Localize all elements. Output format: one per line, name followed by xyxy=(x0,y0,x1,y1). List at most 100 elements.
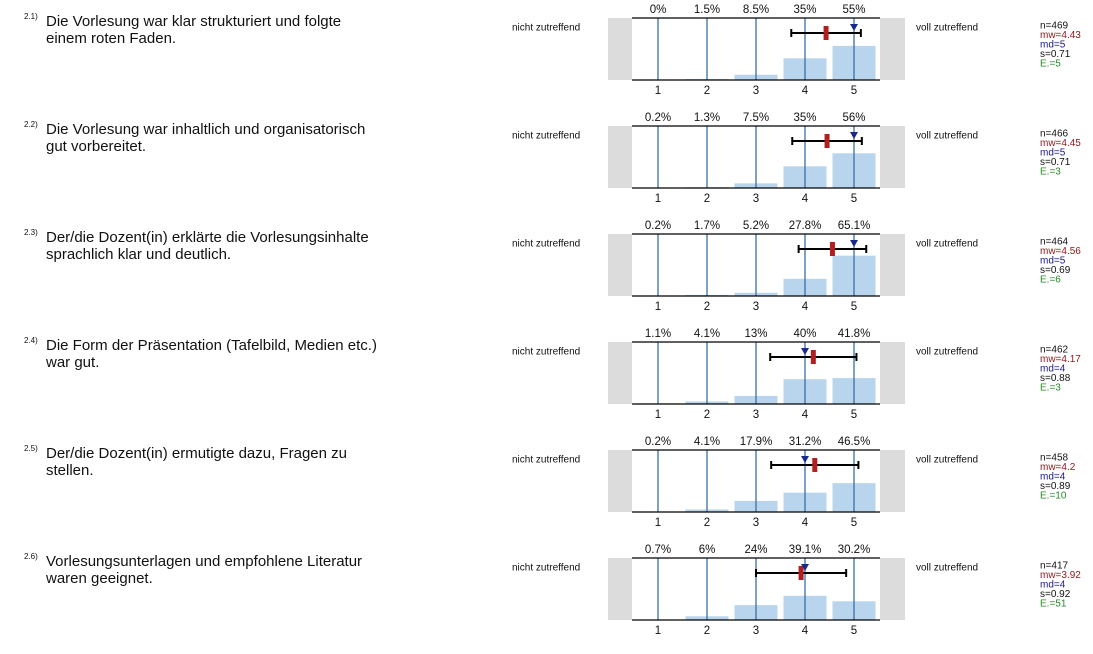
median-marker xyxy=(801,456,809,463)
percent-label: 1.1% xyxy=(645,328,671,340)
median-marker xyxy=(801,348,809,355)
scale-tick-label: 2 xyxy=(704,85,710,97)
question-text: waren geeignet. xyxy=(45,570,153,587)
stat-s: s=0.69 xyxy=(1040,265,1071,276)
percent-label: 7.5% xyxy=(743,112,769,124)
side-box xyxy=(608,18,632,80)
stat-s: s=0.71 xyxy=(1040,157,1071,168)
percent-label: 6% xyxy=(699,544,716,556)
question-text: Der/die Dozent(in) erklärte die Vorlesun… xyxy=(46,229,369,246)
question-text: Die Form der Präsentation (Tafelbild, Me… xyxy=(46,337,377,354)
item-number: 2.5) xyxy=(24,444,38,453)
percent-label: 8.5% xyxy=(743,4,769,16)
item-number: 2.3) xyxy=(24,228,38,237)
side-box xyxy=(608,234,632,296)
stat-mw: mw=4.17 xyxy=(1040,354,1081,365)
scale-left-label: nicht zutreffend xyxy=(512,347,580,358)
scale-tick-label: 3 xyxy=(753,517,759,529)
stat-n: n=469 xyxy=(1040,21,1069,32)
item-number: 2.4) xyxy=(24,336,38,345)
percent-label: 35% xyxy=(793,112,816,124)
stat-s: s=0.88 xyxy=(1040,373,1071,384)
scale-right-label: voll zutreffend xyxy=(916,239,978,250)
percent-label: 46.5% xyxy=(838,436,871,448)
scale-tick-label: 1 xyxy=(655,517,661,529)
stat-n: n=462 xyxy=(1040,345,1069,356)
percent-label: 27.8% xyxy=(789,220,822,232)
percent-label: 1.3% xyxy=(694,112,720,124)
percent-label: 1.7% xyxy=(694,220,720,232)
side-box xyxy=(608,450,632,512)
stat-mw: mw=4.56 xyxy=(1040,246,1081,257)
scale-tick-label: 2 xyxy=(704,517,710,529)
stat-md: md=5 xyxy=(1040,148,1066,159)
stat-n: n=417 xyxy=(1040,561,1069,572)
scale-tick-label: 4 xyxy=(802,301,809,313)
percent-label: 30.2% xyxy=(838,544,871,556)
scale-tick-label: 2 xyxy=(704,301,710,313)
scale-tick-label: 4 xyxy=(802,517,809,529)
item-number: 2.1) xyxy=(24,12,38,21)
percent-label: 31.2% xyxy=(789,436,822,448)
question-text: Vorlesungsunterlagen und empfohlene Lite… xyxy=(46,553,362,570)
mean-marker xyxy=(823,26,829,40)
stat-md: md=4 xyxy=(1040,580,1066,591)
stat-e: E.=3 xyxy=(1040,167,1061,178)
percent-label: 4.1% xyxy=(694,328,720,340)
mean-marker xyxy=(824,134,830,148)
scale-tick-label: 5 xyxy=(851,193,857,205)
scale-tick-label: 4 xyxy=(802,85,809,97)
scale-tick-label: 1 xyxy=(655,193,661,205)
percent-label: 4.1% xyxy=(694,436,720,448)
percent-label: 24% xyxy=(744,544,767,556)
scale-tick-label: 3 xyxy=(753,193,759,205)
percent-label: 0.2% xyxy=(645,112,671,124)
stat-e: E.=6 xyxy=(1040,275,1061,286)
mean-marker xyxy=(810,350,816,364)
question-text: stellen. xyxy=(46,462,94,479)
stat-md: md=5 xyxy=(1040,256,1066,267)
percent-label: 35% xyxy=(793,4,816,16)
stat-e: E.=10 xyxy=(1040,491,1067,502)
side-box xyxy=(880,234,905,296)
side-box xyxy=(608,558,632,620)
scale-right-label: voll zutreffend xyxy=(916,131,978,142)
item-number: 2.2) xyxy=(24,120,38,129)
stat-md: md=5 xyxy=(1040,40,1066,51)
percent-label: 17.9% xyxy=(740,436,773,448)
stat-s: s=0.92 xyxy=(1040,589,1071,600)
median-marker xyxy=(801,564,809,571)
scale-tick-label: 1 xyxy=(655,409,661,421)
percent-label: 1.5% xyxy=(694,4,720,16)
question-text: einem roten Faden. xyxy=(46,30,176,47)
percent-label: 0% xyxy=(650,4,667,16)
mean-marker xyxy=(829,242,835,256)
scale-tick-label: 5 xyxy=(851,517,857,529)
question-text: Der/die Dozent(in) ermutigte dazu, Frage… xyxy=(46,445,347,462)
stat-s: s=0.89 xyxy=(1040,481,1071,492)
percent-label: 56% xyxy=(842,112,865,124)
scale-tick-label: 2 xyxy=(704,625,710,637)
question-text: gut vorbereitet. xyxy=(46,138,146,155)
percent-label: 55% xyxy=(842,4,865,16)
percent-label: 41.8% xyxy=(838,328,871,340)
scale-tick-label: 5 xyxy=(851,625,857,637)
stat-mw: mw=4.43 xyxy=(1040,30,1081,41)
item-number: 2.6) xyxy=(24,552,38,561)
side-box xyxy=(880,558,905,620)
scale-left-label: nicht zutreffend xyxy=(512,23,580,34)
side-box xyxy=(608,342,632,404)
side-box xyxy=(608,126,632,188)
question-text: Die Vorlesung war klar strukturiert und … xyxy=(46,13,341,30)
scale-right-label: voll zutreffend xyxy=(916,455,978,466)
scale-right-label: voll zutreffend xyxy=(916,563,978,574)
mean-marker xyxy=(798,566,804,580)
stat-md: md=4 xyxy=(1040,472,1066,483)
stat-mw: mw=4.45 xyxy=(1040,138,1081,149)
mean-marker xyxy=(812,458,818,472)
scale-tick-label: 1 xyxy=(655,301,661,313)
question-text: Die Vorlesung war inhaltlich und organis… xyxy=(46,121,365,138)
scale-right-label: voll zutreffend xyxy=(916,347,978,358)
stat-mw: mw=4.2 xyxy=(1040,462,1076,473)
percent-label: 5.2% xyxy=(743,220,769,232)
